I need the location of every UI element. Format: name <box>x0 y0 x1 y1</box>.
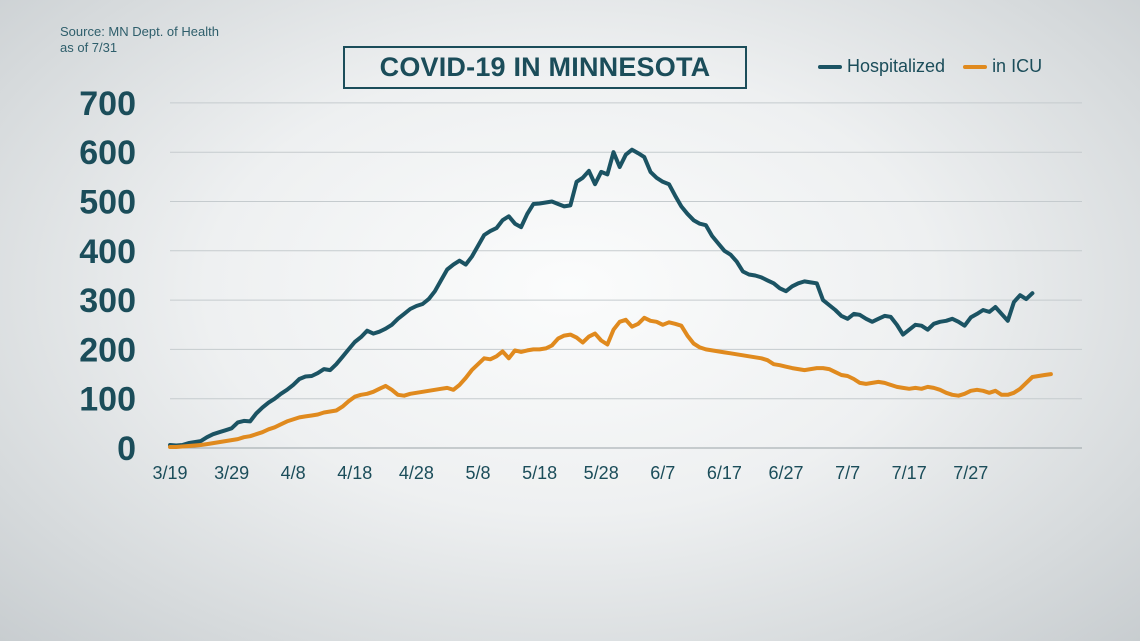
x-tick-label: 4/18 <box>337 463 372 483</box>
legend-swatch-hospitalized <box>818 64 842 69</box>
x-tick-label: 3/19 <box>152 463 187 483</box>
legend-item-icu: in ICU <box>963 56 1042 77</box>
source-line-1: Source: MN Dept. of Health <box>60 24 219 39</box>
x-tick-label: 4/28 <box>399 463 434 483</box>
legend-label-hospitalized: Hospitalized <box>847 56 946 76</box>
x-tick-label: 6/17 <box>707 463 742 483</box>
x-tick-label: 5/28 <box>584 463 619 483</box>
x-tick-label: 4/8 <box>281 463 306 483</box>
y-tick-label: 500 <box>79 184 136 222</box>
legend-item-hospitalized: Hospitalized <box>818 56 945 77</box>
x-tick-label: 6/7 <box>650 463 675 483</box>
y-tick-label: 200 <box>79 331 136 369</box>
y-tick-label: 300 <box>79 282 136 320</box>
series-line-icu <box>168 315 1053 449</box>
legend-label-icu: in ICU <box>992 56 1043 76</box>
chart-legend: Hospitalized in ICU <box>818 56 1060 77</box>
series-line-hospitalized <box>168 147 1035 448</box>
x-tick-label: 5/8 <box>465 463 490 483</box>
x-tick-label: 7/7 <box>835 463 860 483</box>
source-line-2: as of 7/31 <box>60 40 118 55</box>
x-tick-label: 3/29 <box>214 463 249 483</box>
x-tick-label: 6/27 <box>768 463 803 483</box>
y-tick-label: 100 <box>79 381 136 419</box>
legend-swatch-icu <box>963 64 988 69</box>
x-tick-label: 5/18 <box>522 463 557 483</box>
source-note: Source: MN Dept. of Health as of 7/31 <box>60 24 219 56</box>
y-tick-label: 700 <box>79 85 136 123</box>
chart-title: COVID-19 IN MINNESOTA <box>379 52 711 82</box>
y-tick-label: 0 <box>117 430 136 468</box>
y-tick-label: 600 <box>79 134 136 172</box>
x-tick-label: 7/27 <box>953 463 988 483</box>
y-tick-label: 400 <box>79 233 136 271</box>
chart-title-box: COVID-19 IN MINNESOTA <box>343 46 747 89</box>
x-tick-label: 7/17 <box>892 463 927 483</box>
